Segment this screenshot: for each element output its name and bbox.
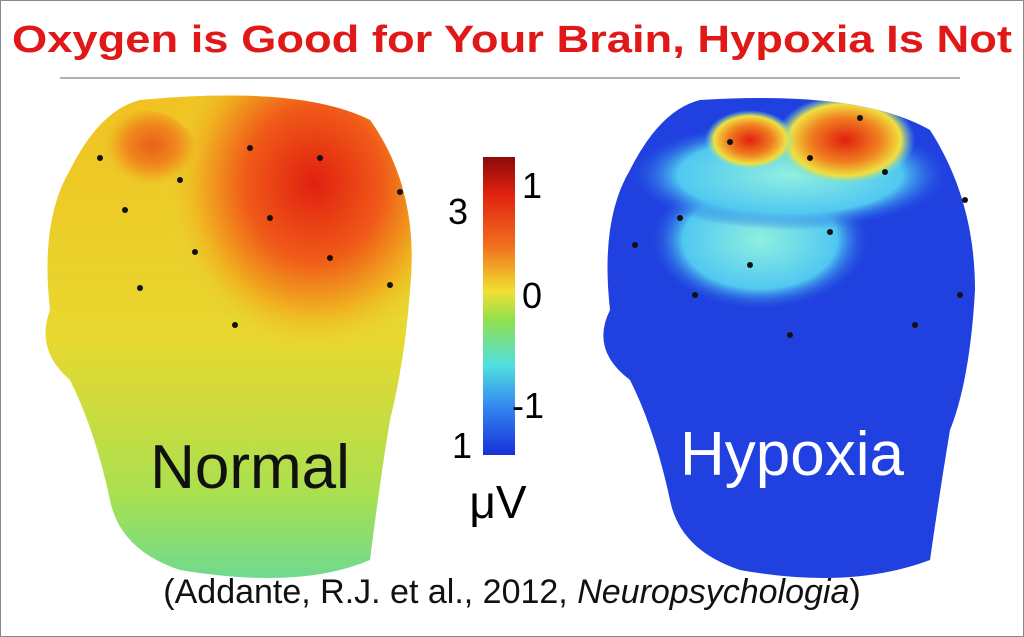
colorbar-label: 0: [522, 275, 542, 316]
colorbar-unit: μV: [469, 476, 527, 528]
hypoxia-head: [603, 98, 975, 578]
colorbar-label: 1: [522, 165, 542, 206]
colorbar-label: -1: [512, 385, 544, 426]
title: Oxygen is Good for Your Brain, Hypoxia I…: [12, 19, 1012, 61]
normal-label: Normal: [150, 433, 350, 502]
citation: (Addante, R.J. et al., 2012, Neuropsycho…: [163, 573, 860, 611]
colorbar: [483, 157, 515, 455]
electrodes: [97, 115, 968, 338]
colorbar-label: 1: [452, 425, 472, 466]
hypoxia-label: Hypoxia: [680, 420, 905, 489]
citation-text: ): [849, 573, 860, 611]
citation-text: (Addante, R.J. et al., 2012,: [163, 573, 577, 611]
colorbar-label: 3: [448, 191, 468, 232]
citation-journal: Neuropsychologia: [577, 573, 849, 611]
normal-head: [45, 95, 412, 578]
